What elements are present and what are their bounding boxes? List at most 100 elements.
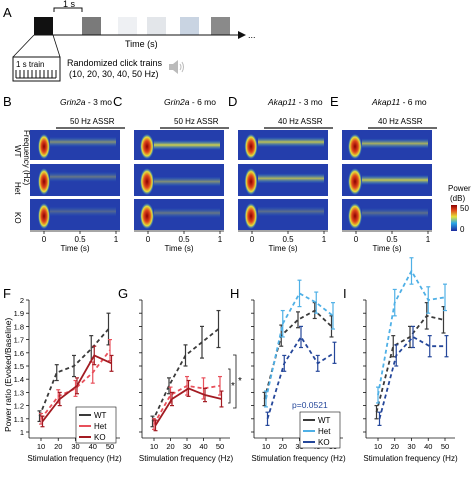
legend-label: Het xyxy=(94,422,107,431)
x-tick-label: 30 xyxy=(295,442,303,451)
x-tick-label: 50 xyxy=(441,442,449,451)
panel-label-e: E xyxy=(330,94,339,109)
onset-response xyxy=(244,203,258,230)
legend-label: WT xyxy=(318,416,331,425)
x-tick-label: 50 xyxy=(106,442,114,451)
stim-block-6 xyxy=(211,17,230,35)
spectro-x-tick-label: 0.5 xyxy=(282,235,294,244)
panel-label-g: G xyxy=(118,286,128,301)
assr-label-b: 50 Hz ASSR xyxy=(70,117,115,126)
series-line xyxy=(377,269,446,396)
onset-response xyxy=(348,168,362,196)
legend-label: WT xyxy=(94,411,107,420)
series-line xyxy=(151,328,220,422)
stim-block-1 xyxy=(34,17,53,35)
colorbar-title-line2: (dB) xyxy=(450,194,465,203)
panel-label-a: A xyxy=(3,5,12,20)
assr-band xyxy=(50,137,116,147)
series-line xyxy=(40,349,111,420)
assr-band xyxy=(154,140,220,150)
panel-label-f: F xyxy=(3,286,11,301)
assr-band xyxy=(50,171,116,182)
spectro-x-axis-label: Time (s) xyxy=(60,244,89,253)
series-line xyxy=(266,335,335,420)
row-label-ko: KO xyxy=(13,212,22,224)
x-tick-label: 20 xyxy=(391,442,399,451)
spectro-x-tick-label: 0 xyxy=(250,235,255,244)
duration-label: 1 s xyxy=(63,0,76,9)
spectro-x-tick-label: 0.5 xyxy=(74,235,86,244)
colorbar-max: 50 xyxy=(460,204,469,213)
x-tick-label: 10 xyxy=(37,442,45,451)
sig-bracket-outer xyxy=(233,354,237,409)
legend-label: Het xyxy=(318,427,331,436)
sig-bracket-inner xyxy=(228,368,231,404)
assr-label-c: 50 Hz ASSR xyxy=(174,117,219,126)
spectro-x-tick-label: 1 xyxy=(426,235,431,244)
spectro-title-d: Akap11 - 3 mo xyxy=(267,97,323,107)
panel-label-h: H xyxy=(230,286,239,301)
stimulus-blocks xyxy=(34,17,230,35)
series-line xyxy=(378,335,447,420)
spectro-title-c: Grin2a - 6 mo xyxy=(164,97,216,107)
y-tick-label: 1.8 xyxy=(14,322,24,331)
time-axis-label: Time (s) xyxy=(125,39,158,49)
x-axis-label: Stimulation frequency (Hz) xyxy=(251,454,346,463)
stim-block-4 xyxy=(147,17,166,35)
x-tick-label: 10 xyxy=(150,442,158,451)
y-tick-label: 1 xyxy=(20,428,24,437)
speaker-icon xyxy=(169,60,184,74)
colorbar xyxy=(451,205,457,231)
sig-star: * xyxy=(238,376,242,387)
assr-band xyxy=(154,176,220,187)
series-line xyxy=(265,292,334,400)
legend-label: KO xyxy=(94,433,106,442)
y-tick-label: 2 xyxy=(20,296,24,305)
panel-label-b: B xyxy=(3,94,12,109)
onset-response xyxy=(348,203,362,230)
spectro-x-tick-label: 0 xyxy=(42,235,47,244)
spectro-title-b: Grin2a - 3 mo xyxy=(60,97,112,107)
row-label-wt: WT xyxy=(13,145,22,158)
onset-response xyxy=(244,133,258,160)
row-label-het: Het xyxy=(13,182,22,195)
assr-band xyxy=(362,207,428,218)
frequency-axis-label: Frequency (Hz) xyxy=(22,130,31,185)
click-train-ticks xyxy=(15,70,57,79)
stim-block-3 xyxy=(118,17,137,35)
x-tick-label: 20 xyxy=(54,442,62,451)
sig-star: * xyxy=(231,381,235,392)
assr-label-d: 40 Hz ASSR xyxy=(278,117,323,126)
spectro-x-axis-label: Time (s) xyxy=(268,244,297,253)
x-axis-label: Stimulation frequency (Hz) xyxy=(139,454,234,463)
x-axis-label: Stimulation frequency (Hz) xyxy=(363,454,458,463)
spectro-x-tick-label: 0 xyxy=(146,235,151,244)
assr-band xyxy=(154,207,220,218)
spectro-x-tick-label: 1 xyxy=(322,235,327,244)
legend-label: KO xyxy=(318,438,330,447)
zoom-line-right xyxy=(52,34,61,58)
line-charts: 1 1.1 1.2 1.3 1.4 1.5 1.6 1.7 1.8 1.9 2 10 20 30 40 50 S… xyxy=(14,257,458,463)
x-tick-label: 30 xyxy=(71,442,79,451)
y-tick-label: 1.2 xyxy=(14,402,24,411)
spectro-x-tick-label: 0.5 xyxy=(386,235,398,244)
assr-band xyxy=(258,173,324,184)
assr-band xyxy=(362,175,428,185)
power-ratio-axis-label: Power ratio (Evoked/Baseline) xyxy=(3,317,13,432)
panel-label-c: C xyxy=(113,94,122,109)
time-axis-arrow xyxy=(238,31,246,39)
assr-band xyxy=(50,206,116,217)
x-tick-label: 50 xyxy=(216,442,224,451)
assr-label-e: 40 Hz ASSR xyxy=(378,117,423,126)
onset-response xyxy=(38,168,50,196)
panel-label-i: I xyxy=(343,286,347,301)
onset-response xyxy=(38,203,50,230)
x-tick-label: 40 xyxy=(199,442,207,451)
onset-response xyxy=(38,133,50,160)
y-tick-label: 1.1 xyxy=(14,415,24,424)
spectro-x-axis-label: Time (s) xyxy=(164,244,193,253)
train-label: 1 s train xyxy=(16,60,44,69)
y-tick-label: 1.6 xyxy=(14,349,24,358)
